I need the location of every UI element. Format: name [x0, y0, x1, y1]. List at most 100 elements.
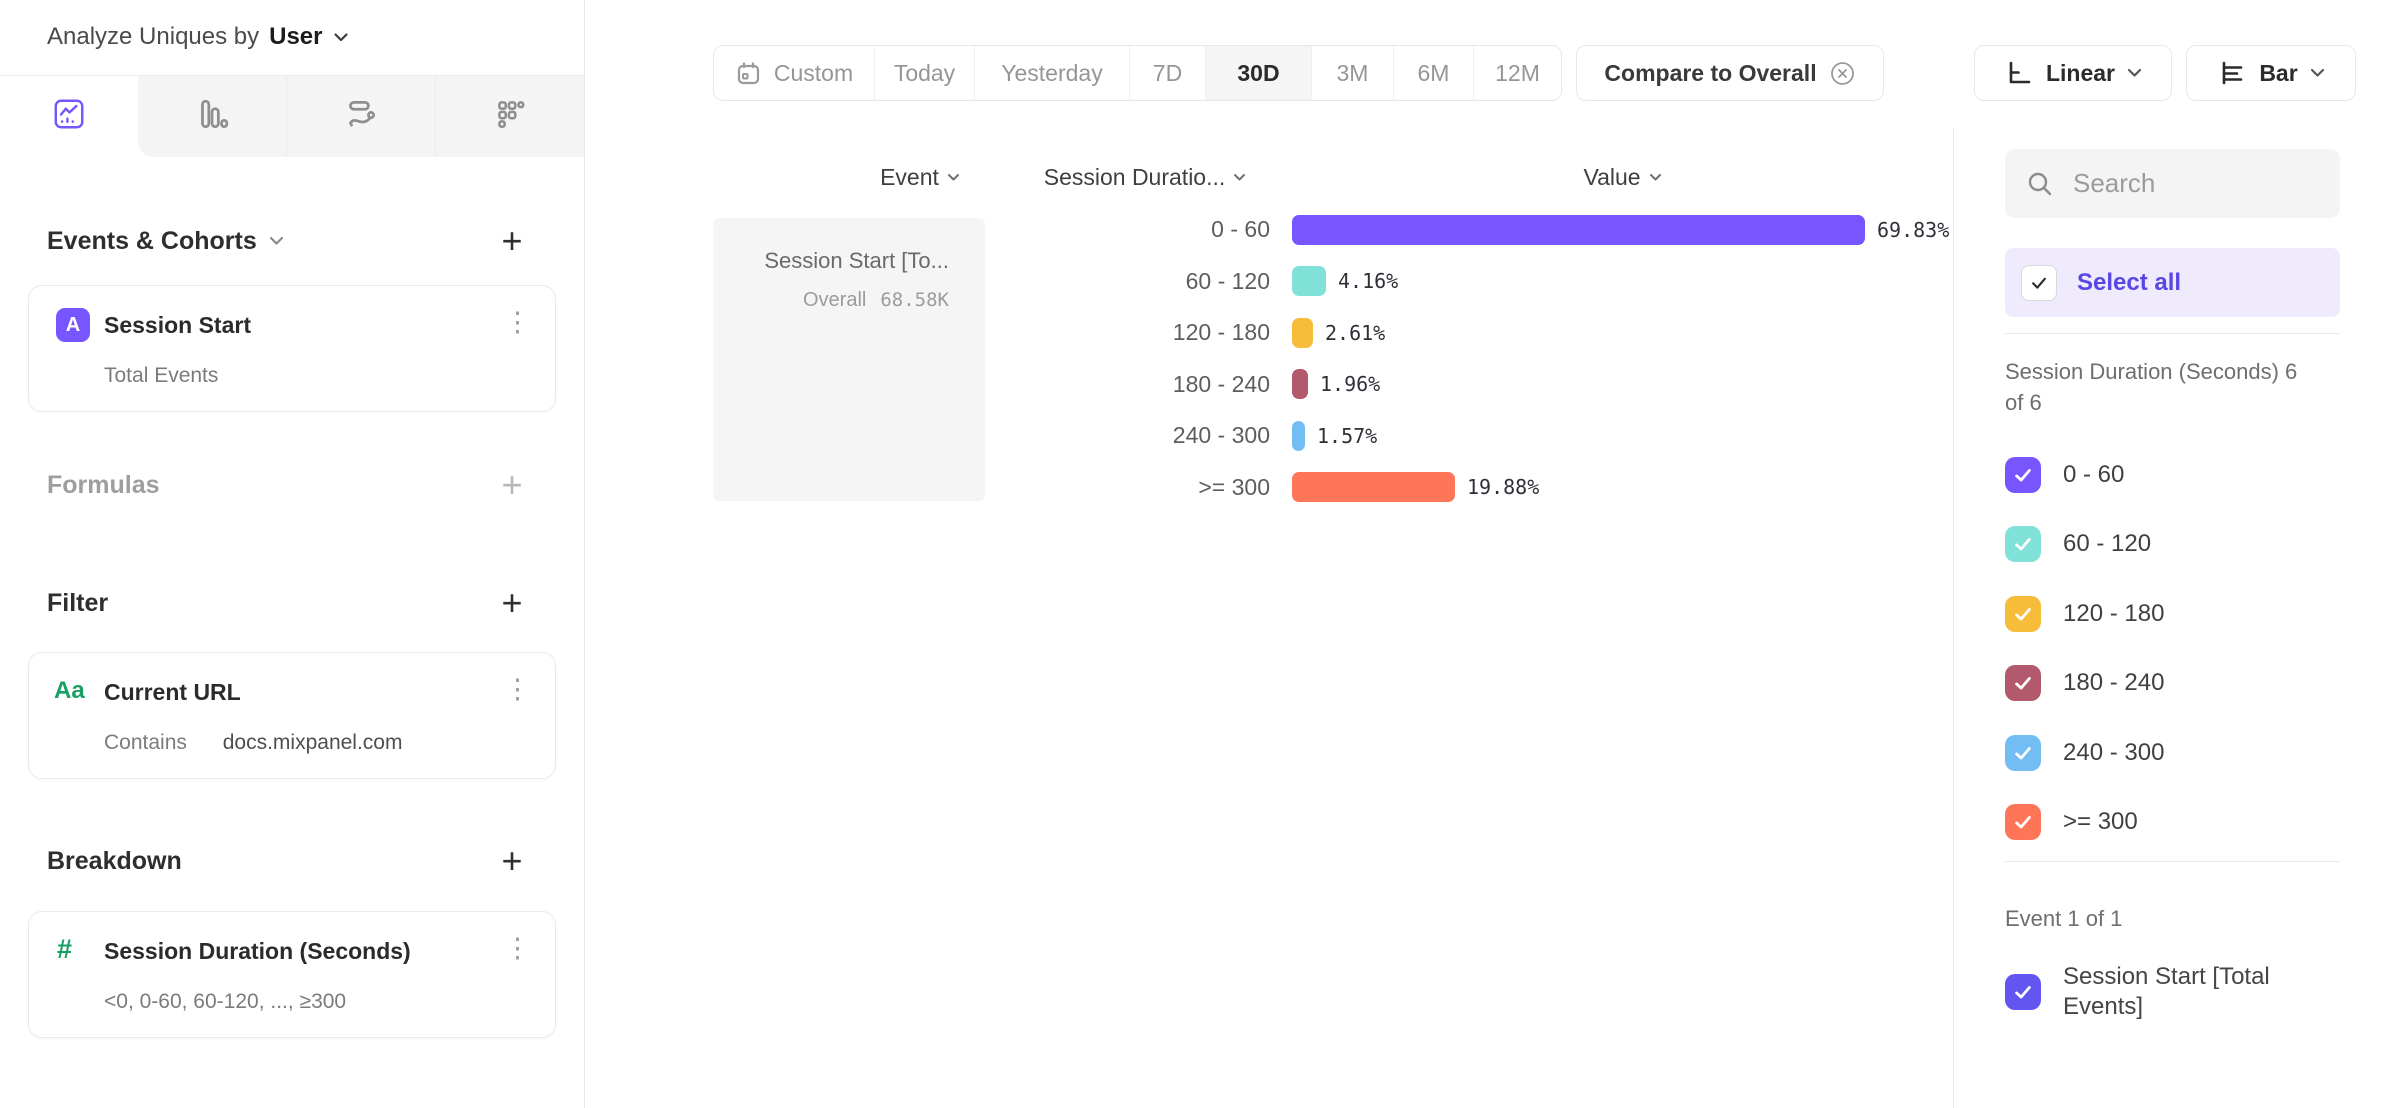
legend-checkbox[interactable]	[2005, 804, 2041, 841]
legend-checkbox[interactable]	[2005, 734, 2041, 771]
chart-value-label: 4.16%	[1338, 269, 1399, 294]
formulas-title: Formulas	[47, 470, 160, 499]
date-range-12m[interactable]: 12M	[1473, 46, 1561, 100]
event-card-subtitle[interactable]: Total Events	[104, 364, 219, 387]
legend-checkbox[interactable]	[2005, 665, 2041, 702]
legend-item[interactable]: 120 - 180	[2005, 579, 2365, 649]
tab-insights[interactable]	[0, 76, 138, 157]
legend-search-box[interactable]	[2005, 149, 2340, 218]
event-card-session-start[interactable]: A Session Start ⋮ Total Events	[28, 285, 556, 412]
search-icon	[2025, 169, 2055, 199]
search-input[interactable]	[2071, 167, 2320, 200]
add-formula-button[interactable]: +	[501, 464, 523, 505]
chart-category-label: 60 - 120	[1185, 267, 1270, 294]
column-header-breakdown[interactable]: Session Duratio...	[1000, 162, 1290, 192]
column-header-event[interactable]: Event	[845, 162, 995, 192]
funnels-bars-icon	[194, 96, 230, 137]
chart-bar[interactable]	[1292, 317, 1313, 348]
chart-bar[interactable]	[1292, 420, 1305, 451]
date-range-7d[interactable]: 7D	[1129, 46, 1205, 100]
chart-category-label: 180 - 240	[1172, 370, 1270, 397]
kebab-menu-icon[interactable]: ⋮	[504, 674, 531, 704]
events-cohorts-header[interactable]: Events & Cohorts	[47, 224, 284, 258]
events-cohorts-title: Events & Cohorts	[47, 226, 257, 255]
column-header-value[interactable]: Value	[1545, 162, 1700, 192]
chart-type-label: Bar	[2259, 59, 2298, 86]
add-filter-button[interactable]: +	[501, 582, 523, 623]
column-header-breakdown-label: Session Duratio...	[1043, 163, 1226, 190]
legend-item[interactable]: 60 - 120	[2005, 510, 2365, 580]
filter-card-current-url[interactable]: Aa Current URL ⋮ Contains docs.mixpanel.…	[28, 652, 556, 779]
chart-type-button[interactable]: Bar	[2186, 45, 2356, 101]
filter-value[interactable]: docs.mixpanel.com	[222, 731, 403, 754]
chevron-down-icon	[947, 173, 960, 182]
date-range-control: Custom Today Yesterday 7D 30D 3M 6M 12M	[713, 45, 1562, 101]
breakdown-header: Breakdown	[47, 844, 182, 878]
formulas-header: Formulas	[47, 468, 160, 502]
date-range-yesterday[interactable]: Yesterday	[974, 46, 1129, 100]
select-all-checkbox[interactable]	[2021, 264, 2057, 301]
date-range-6m[interactable]: 6M	[1393, 46, 1473, 100]
breakdown-card-title: Session Duration (Seconds)	[104, 938, 411, 964]
insights-chart-icon	[51, 96, 87, 137]
legend-item-label: >= 300	[2063, 808, 2138, 836]
legend-checkbox[interactable]	[2005, 526, 2041, 563]
tabbar-unselected-group	[138, 76, 584, 157]
legend-checkbox[interactable]	[2005, 456, 2041, 493]
chevron-down-icon	[1233, 173, 1246, 182]
legend-item[interactable]: 240 - 300	[2005, 718, 2365, 788]
tab-flows[interactable]	[286, 76, 435, 157]
chevron-down-icon	[2127, 68, 2142, 78]
chart-bar[interactable]	[1292, 266, 1326, 297]
select-all-row[interactable]: Select all	[2005, 248, 2340, 317]
analyze-value[interactable]: User	[269, 23, 323, 50]
event-row-cell[interactable]: Session Start [To... Overall 68.58K	[713, 218, 985, 501]
tab-retention[interactable]	[435, 76, 584, 157]
column-header-value-label: Value	[1583, 163, 1641, 190]
analyze-uniques-control[interactable]: Analyze Uniques by User	[47, 20, 349, 54]
bar-chart-icon	[2217, 58, 2247, 88]
linear-axis-icon	[2004, 58, 2034, 88]
chevron-down-icon	[269, 236, 284, 246]
legend-checkbox[interactable]	[2005, 974, 2041, 1010]
legend-item[interactable]: 180 - 240	[2005, 649, 2365, 719]
chart-row: 240 - 300 1.57%	[584, 410, 1974, 462]
breakdown-card-buckets[interactable]: <0, 0-60, 60-120, ..., ≥300	[104, 990, 347, 1013]
chevron-down-icon	[1649, 173, 1662, 182]
chart-row: 120 - 180 2.61%	[584, 307, 1974, 359]
breakdown-card-session-duration[interactable]: # Session Duration (Seconds) ⋮ <0, 0-60,…	[28, 911, 556, 1038]
filter-card-condition[interactable]: Contains docs.mixpanel.com	[104, 731, 402, 755]
tab-funnels[interactable]	[138, 76, 286, 157]
date-range-3m[interactable]: 3M	[1311, 46, 1393, 100]
legend-divider	[2005, 333, 2340, 334]
legend-item-label: 0 - 60	[2063, 460, 2125, 488]
legend-item-label: 180 - 240	[2063, 669, 2165, 697]
chart-row: 0 - 60 69.83%	[584, 204, 1974, 256]
flows-icon	[343, 96, 379, 137]
remove-compare-icon[interactable]	[1829, 60, 1856, 87]
date-range-today[interactable]: Today	[874, 46, 974, 100]
filter-operator[interactable]: Contains	[104, 731, 187, 754]
add-breakdown-button[interactable]: +	[501, 840, 523, 881]
legend-item[interactable]: 0 - 60	[2005, 440, 2365, 510]
compare-chip-label: Compare to Overall	[1604, 59, 1817, 86]
legend-item[interactable]: >= 300	[2005, 788, 2365, 858]
date-range-custom[interactable]: Custom	[714, 46, 874, 100]
compare-to-overall-chip[interactable]: Compare to Overall	[1576, 45, 1884, 101]
legend-item[interactable]: Session Start [Total Events]	[2005, 956, 2340, 1028]
report-type-tabbar	[0, 76, 584, 157]
kebab-menu-icon[interactable]: ⋮	[504, 933, 531, 963]
chart-bar[interactable]	[1292, 472, 1455, 503]
date-range-30d[interactable]: 30D	[1205, 46, 1311, 100]
legend-item-label: 120 - 180	[2063, 599, 2165, 627]
event-group-label: Event 1 of 1	[2005, 906, 2123, 931]
chart-bar[interactable]	[1292, 369, 1308, 400]
scale-selector-button[interactable]: Linear	[1974, 45, 2172, 101]
add-event-button[interactable]: +	[501, 220, 523, 261]
chart-bar[interactable]	[1292, 214, 1865, 245]
analyze-label: Analyze Uniques by	[47, 23, 260, 50]
legend-checkbox[interactable]	[2005, 595, 2041, 632]
kebab-menu-icon[interactable]: ⋮	[504, 307, 531, 337]
filter-header: Filter	[47, 586, 108, 620]
